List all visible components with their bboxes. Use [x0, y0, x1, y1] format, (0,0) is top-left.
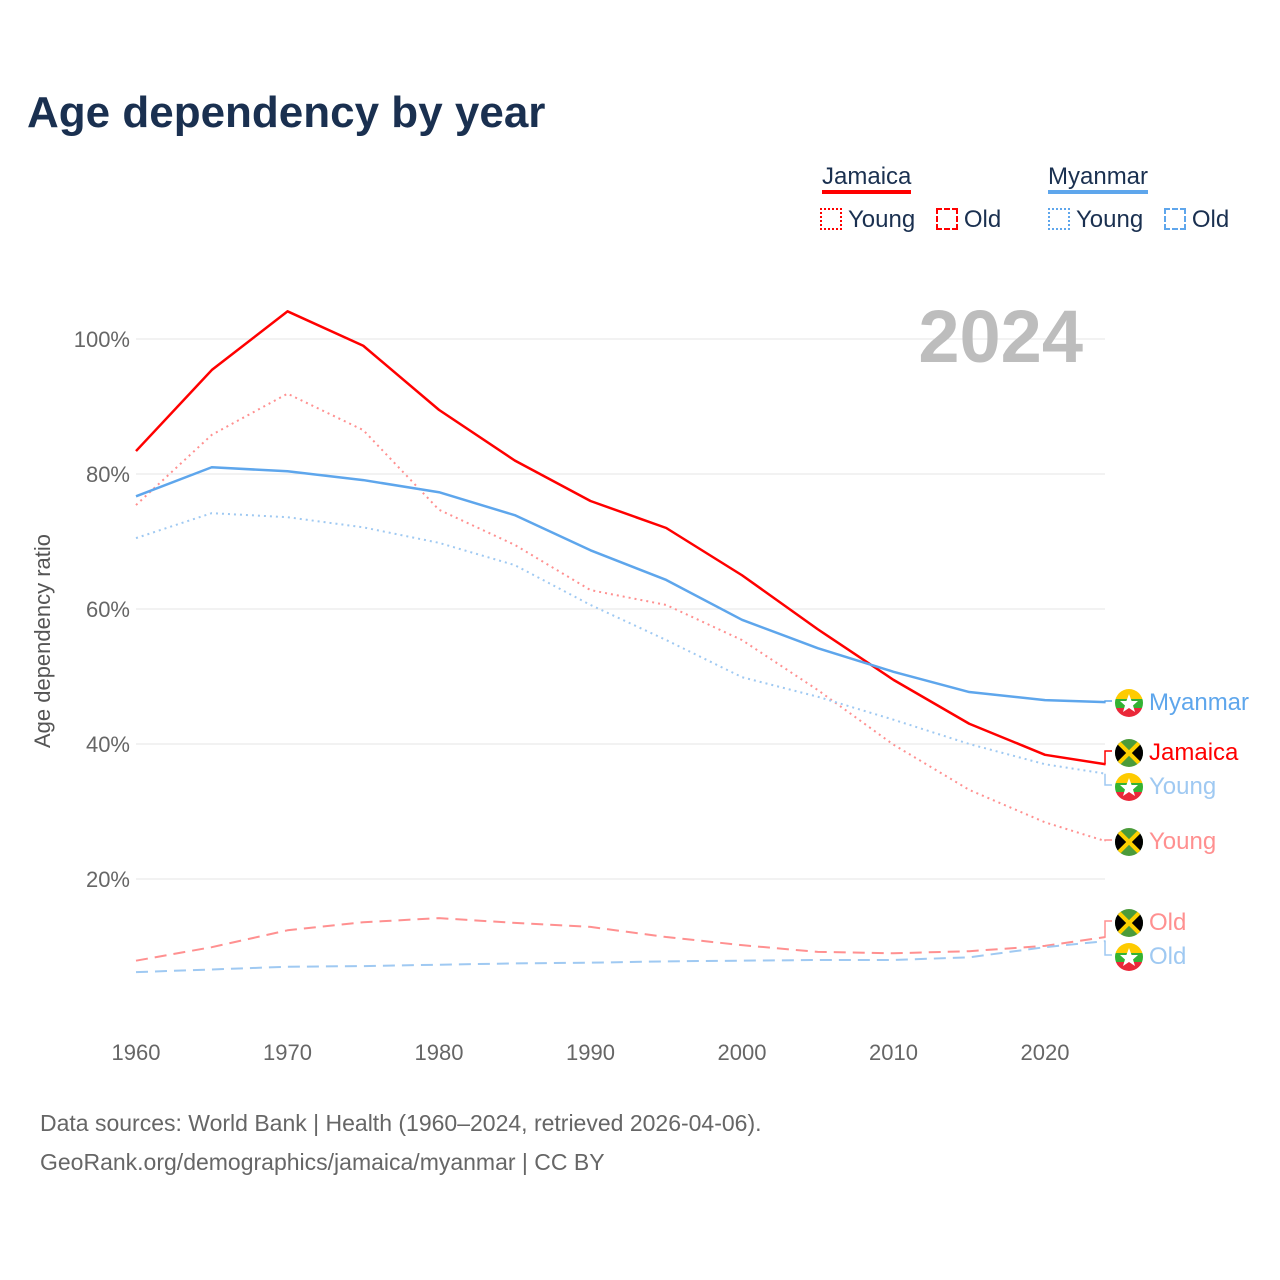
- dotted-swatch-icon: [1048, 208, 1070, 230]
- label-connector: [1104, 750, 1112, 765]
- x-tick-label: 2010: [869, 1040, 918, 1065]
- label-connector: [1104, 839, 1112, 842]
- myanmar-flag-icon: [1115, 773, 1143, 801]
- legend-myanmar-young[interactable]: Young: [1076, 206, 1144, 233]
- end-label-jamaica: Jamaica: [1149, 739, 1239, 766]
- label-connector: [1104, 920, 1112, 938]
- x-tick-label: 2020: [1021, 1040, 1070, 1065]
- end-label-myanmar-young: Young: [1149, 773, 1216, 800]
- x-tick-label: 1980: [415, 1040, 464, 1065]
- x-tick-label: 1990: [566, 1040, 615, 1065]
- end-label-jamaica-young: Young: [1149, 828, 1216, 855]
- series-line-myanmar-young: [135, 512, 1106, 775]
- x-tick-label: 1960: [112, 1040, 161, 1065]
- y-tick-label: 40%: [86, 732, 130, 757]
- y-axis-label: Age dependency ratio: [30, 534, 55, 748]
- dashed-swatch-icon: [1163, 208, 1186, 230]
- end-label-myanmar: Myanmar: [1149, 689, 1249, 716]
- dashed-swatch-icon: [935, 208, 958, 230]
- dotted-swatch-icon: [820, 208, 842, 230]
- jamaica-flag-icon: [1115, 828, 1143, 856]
- legend-group-myanmar: Myanmar: [1048, 163, 1149, 194]
- y-tick-label: 60%: [86, 597, 130, 622]
- end-label-myanmar-old: Old: [1149, 943, 1186, 970]
- label-connector: [1104, 941, 1112, 956]
- y-tick-label: 20%: [86, 867, 130, 892]
- x-tick-label: 1970: [263, 1040, 312, 1065]
- chart-title: Age dependency by year: [27, 88, 546, 137]
- y-tick-label: 100%: [74, 327, 130, 352]
- end-label-jamaica-old: Old: [1149, 909, 1186, 936]
- legend-jamaica[interactable]: Jamaica: [822, 163, 912, 194]
- jamaica-flag-icon: [1115, 909, 1143, 937]
- source-link[interactable]: GeoRank.org/demographics/jamaica/myanmar…: [40, 1149, 605, 1175]
- year-label: 2024: [918, 295, 1083, 378]
- myanmar-flag-icon: [1115, 689, 1143, 717]
- x-tick-label: 2000: [718, 1040, 767, 1065]
- y-tick-label: 80%: [86, 462, 130, 487]
- series-line-jamaica: [135, 310, 1106, 766]
- legend-jamaica-items: Young Old: [820, 206, 1001, 234]
- series-line-jamaica-old: [135, 917, 1106, 962]
- legend-group-jamaica: Jamaica: [822, 163, 912, 194]
- label-connector: [1104, 773, 1112, 786]
- legend-myanmar[interactable]: Myanmar: [1048, 163, 1149, 194]
- source-note: Data sources: World Bank | Health (1960–…: [40, 1110, 762, 1136]
- myanmar-flag-icon: [1115, 943, 1143, 971]
- legend-myanmar-old[interactable]: Old: [1191, 206, 1230, 233]
- series-line-myanmar-old: [135, 940, 1106, 974]
- label-connector: [1104, 700, 1112, 703]
- series-line-jamaica-young: [135, 392, 1106, 843]
- series-line-myanmar: [135, 466, 1106, 704]
- legend-jamaica-old[interactable]: Old: [963, 206, 1002, 233]
- jamaica-flag-icon: [1115, 739, 1143, 767]
- legend-myanmar-items: Young Old: [1048, 206, 1229, 234]
- legend-jamaica-young[interactable]: Young: [848, 206, 916, 233]
